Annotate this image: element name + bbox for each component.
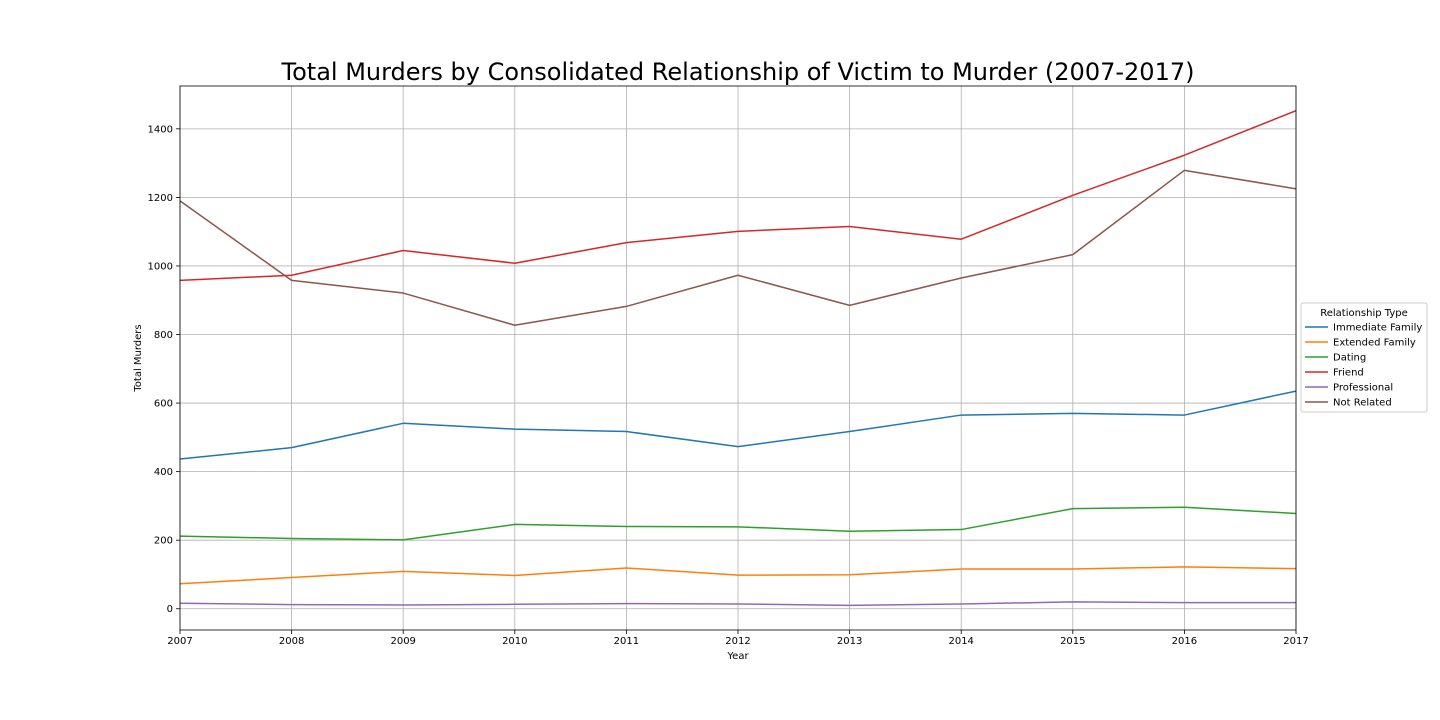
x-axis-label: Year [726,651,749,662]
grid [179,86,1297,630]
y-tick-label: 400 [154,467,173,478]
y-tick-label: 600 [154,399,173,410]
x-tick-label: 2007 [167,636,192,647]
y-tick-label: 1400 [148,124,173,135]
series-lines [179,109,1297,607]
y-tick-label: 1000 [148,261,173,272]
x-axis-ticks: 2007 2008 2009 2010 2011 2012 2013 2014 2015 2016… [167,630,1309,647]
y-tick-label: 800 [154,330,173,341]
y-tick-label: 1200 [148,193,173,204]
x-tick-label: 2008 [279,636,304,647]
x-tick-label: 2010 [502,636,527,647]
series-line-professional [179,601,1296,607]
series-line-extended-family [179,566,1297,585]
legend-label-friend: Friend [1333,368,1364,379]
series-line-not-related [179,169,1297,327]
x-tick-label: 2013 [837,636,862,647]
series-line-dating [179,506,1297,541]
legend-label-immediate-family: Immediate Family [1333,323,1422,334]
legend: Relationship Type Immediate Family Extend… [1300,302,1428,413]
chart-title: Total Murders by Consolidated Relationsh… [281,58,1195,86]
legend-label-dating: Dating [1333,353,1366,364]
series-line-friend [179,109,1297,282]
y-tick-label: 200 [154,536,173,547]
x-tick-label: 2015 [1060,636,1085,647]
legend-label-extended-family: Extended Family [1333,338,1416,349]
x-tick-label: 2012 [725,636,750,647]
x-tick-label: 2014 [948,636,973,647]
legend-title: Relationship Type [1320,308,1408,319]
y-tick-label: 0 [167,604,173,615]
legend-label-professional: Professional [1333,383,1393,394]
x-tick-label: 2016 [1172,636,1197,647]
y-axis-label: Total Murders [133,324,144,392]
x-tick-label: 2011 [614,636,639,647]
legend-items: Immediate Family Extended Family Dating Fri… [1305,323,1422,409]
legend-label-not-related: Not Related [1333,398,1392,409]
legend-box [1300,302,1428,413]
x-tick-label: 2009 [390,636,415,647]
series-line-immediate-family [179,390,1297,460]
y-axis-ticks: 0 200 400 600 800 1000 1200 1400 [148,124,180,615]
x-tick-label: 2017 [1283,636,1308,647]
